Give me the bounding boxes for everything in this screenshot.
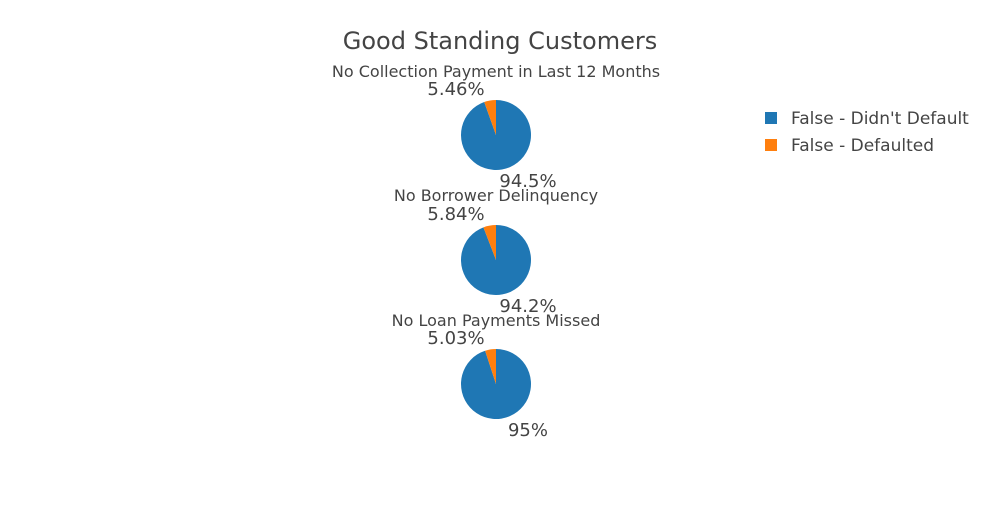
pie-slice[interactable]: [484, 100, 496, 135]
slice-label: 95%: [508, 420, 548, 441]
pie-group: No Collection Payment in Last 12 Months 9…: [332, 62, 660, 192]
slice-label: 94.2%: [499, 296, 556, 317]
legend-label: False - Defaulted: [791, 136, 934, 156]
chart-title: Good Standing Customers: [343, 27, 657, 55]
pie-slice[interactable]: [460, 225, 531, 295]
pie-group: No Loan Payments Missed 95% 5.03%: [392, 311, 601, 441]
pies-layer: No Collection Payment in Last 12 Months 9…: [332, 62, 660, 441]
legend-swatch: [765, 112, 777, 124]
pie-subtitle: No Borrower Delinquency: [394, 186, 598, 205]
legend-item[interactable]: False - Defaulted: [765, 136, 934, 156]
pie-subtitle: No Collection Payment in Last 12 Months: [332, 62, 660, 81]
pie-slice[interactable]: [461, 100, 532, 170]
pie-slice[interactable]: [460, 349, 531, 420]
legend-label: False - Didn't Default: [791, 109, 969, 129]
pie-group: No Borrower Delinquency 94.2% 5.84%: [394, 186, 598, 317]
slice-label: 94.5%: [499, 171, 556, 192]
pie-subtitle: No Loan Payments Missed: [392, 311, 601, 330]
slice-label: 5.46%: [427, 79, 484, 100]
slice-label: 5.84%: [427, 204, 484, 225]
legend-item[interactable]: False - Didn't Default: [765, 109, 969, 129]
slice-label: 5.03%: [427, 328, 484, 349]
legend-swatch: [765, 139, 777, 151]
pie-slice[interactable]: [483, 225, 496, 260]
pie-slice[interactable]: [485, 349, 496, 384]
legend: False - Didn't Default False - Defaulted: [765, 109, 969, 156]
